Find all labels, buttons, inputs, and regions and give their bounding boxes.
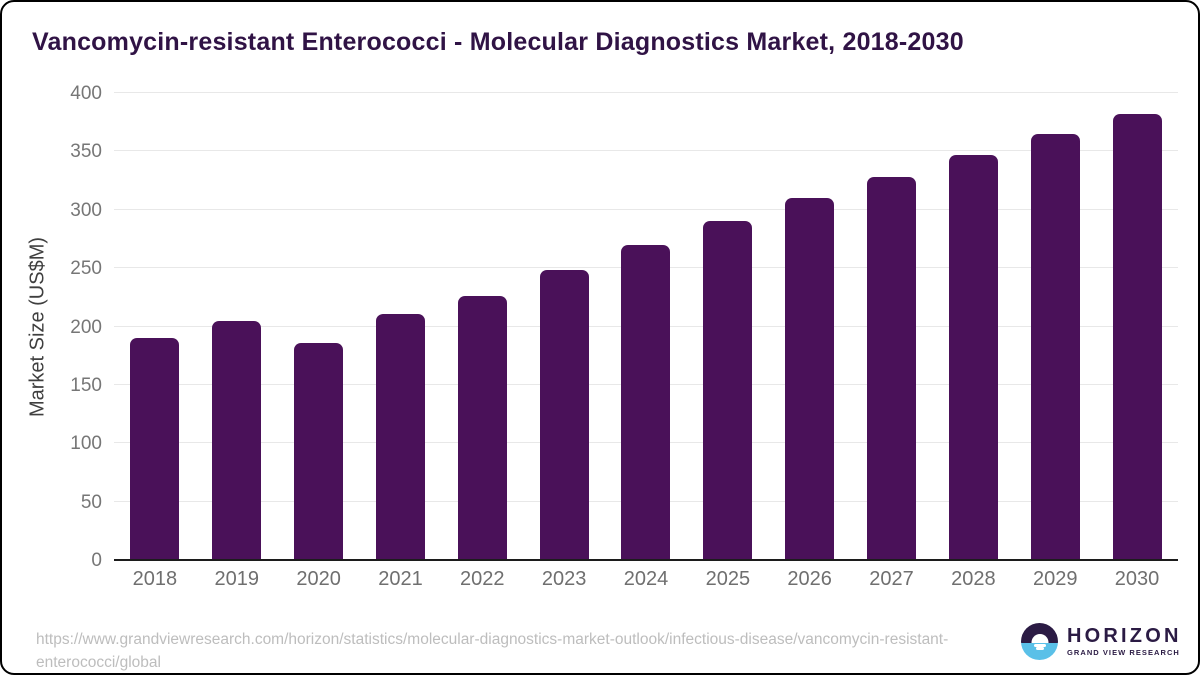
source-url: https://www.grandviewresearch.com/horizo…: [36, 631, 949, 671]
bar-slot-2020: [278, 93, 360, 560]
x-tick-2020: 2020: [296, 568, 341, 590]
bar-slot-2022: [441, 93, 523, 560]
x-tick-2023: 2023: [541, 568, 587, 590]
y-tick-50: 50: [80, 491, 102, 513]
x-tick-2025: 2025: [705, 568, 751, 590]
x-tick-labels: 2018 2019 2020 2021 2022 2023 2024 2025 2026 2027…: [114, 568, 1178, 591]
x-tick-2022: 2022: [460, 568, 505, 590]
y-tick-400: 400: [70, 83, 102, 104]
x-tick-2028: 2028: [951, 568, 996, 590]
chart-title: Vancomycin-resistant Enterococci - Molec…: [32, 28, 964, 56]
bar-slot-2025: [687, 93, 769, 560]
bar-2029: [1030, 133, 1080, 560]
bar-slot-2023: [523, 93, 605, 560]
y-tick-100: 100: [70, 433, 102, 455]
logo-icon-sea: [1021, 642, 1058, 660]
y-tick-250: 250: [70, 258, 102, 280]
x-tick-2021: 2021: [378, 568, 423, 590]
logo-text: HORIZON GRAND VIEW RESEARCH: [1067, 626, 1182, 657]
bar-2020: [294, 342, 344, 560]
bar-slot-2026: [769, 93, 851, 560]
bar-2022: [457, 296, 507, 560]
bar-2019: [212, 320, 262, 560]
y-tick-300: 300: [70, 199, 102, 221]
logo-icon-reflection: [1033, 644, 1046, 647]
bar-2028: [948, 154, 998, 560]
bar-2026: [785, 198, 835, 560]
logo-icon-reflection: [1035, 647, 1044, 650]
bar-slot-2028: [932, 93, 1014, 560]
x-tick-2027: 2027: [869, 568, 914, 590]
horizon-sunset-icon: [1021, 623, 1058, 660]
bar-2025: [703, 221, 753, 560]
plot-area: [114, 92, 1178, 561]
bar-slot-2027: [851, 93, 933, 560]
bar-2018: [130, 338, 180, 560]
logo-icon-sky: [1021, 623, 1058, 643]
bar-slot-2021: [360, 93, 442, 560]
gridline-300: [114, 208, 1178, 210]
bar-slot-2029: [1014, 93, 1096, 560]
bars-container: [114, 93, 1178, 560]
x-tick-2024: 2024: [623, 568, 669, 590]
gridline-350: [114, 150, 1178, 152]
bar-slot-2018: [114, 93, 196, 560]
x-tick-2019: 2019: [214, 568, 260, 590]
gridline-400: [114, 92, 1178, 93]
y-tick-200: 200: [70, 316, 102, 338]
y-tick-350: 350: [70, 141, 102, 163]
logo-icon-sun: [1031, 633, 1048, 643]
x-tick-2030: 2030: [1114, 568, 1160, 590]
bar-2024: [621, 244, 671, 560]
bar-slot-2019: [196, 93, 278, 560]
y-tick-0: 0: [91, 550, 102, 571]
bar-2021: [375, 313, 425, 560]
bar-2030: [1112, 114, 1162, 560]
logo-subtitle: GRAND VIEW RESEARCH: [1067, 648, 1180, 657]
horizon-logo: HORIZON GRAND VIEW RESEARCH: [1021, 623, 1182, 660]
bar-slot-2024: [605, 93, 687, 560]
bar-2027: [867, 177, 917, 560]
bar-slot-2030: [1096, 93, 1178, 560]
logo-wordmark: HORIZON: [1067, 625, 1182, 647]
x-axis-line: [114, 559, 1178, 561]
x-tick-2026: 2026: [787, 568, 832, 590]
x-tick-2029: 2029: [1032, 568, 1078, 590]
bar-2023: [539, 270, 589, 560]
y-tick-150: 150: [70, 374, 102, 396]
x-tick-2018: 2018: [132, 568, 178, 590]
